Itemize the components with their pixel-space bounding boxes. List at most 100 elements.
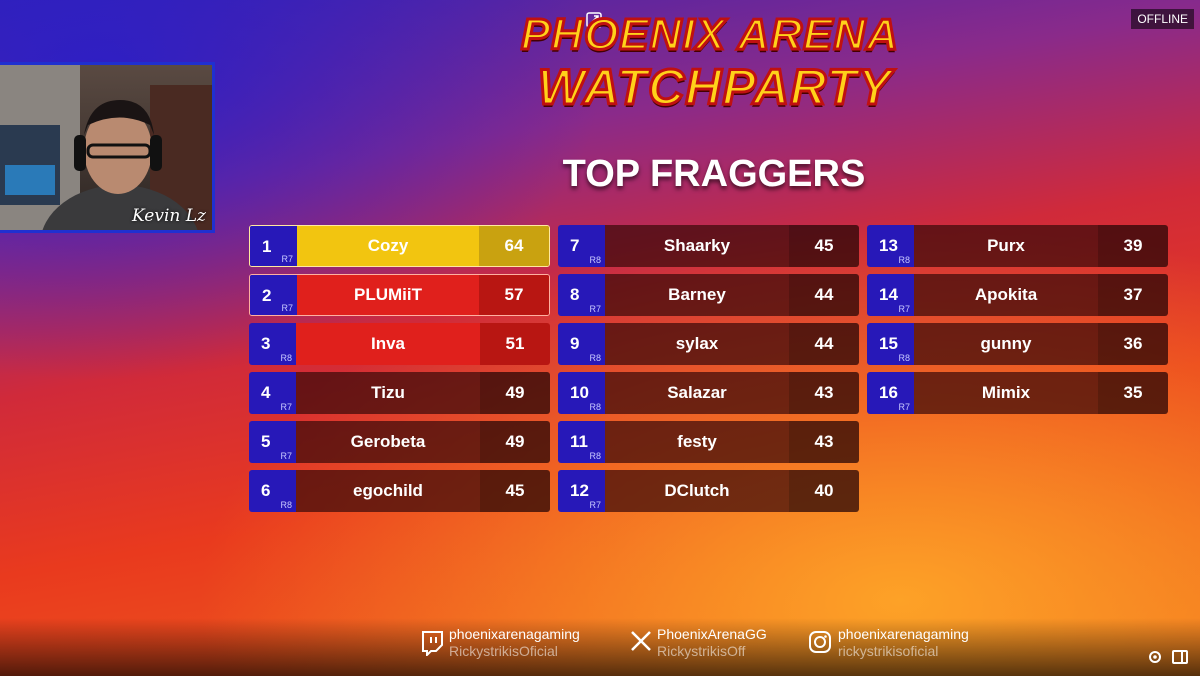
- social-handle: RickystrikisOficial: [449, 643, 558, 659]
- tier: R7: [589, 500, 601, 510]
- rank: 3: [261, 334, 271, 353]
- player-name: Purx: [914, 225, 1098, 267]
- rank: 5: [261, 432, 271, 451]
- popout-icon[interactable]: [586, 12, 602, 28]
- player-name: Gerobeta: [296, 421, 480, 463]
- rank: 16: [879, 383, 898, 402]
- leaderboard-row: 16 R7 Mimix 35: [867, 372, 1168, 414]
- player-score: 49: [480, 372, 550, 414]
- player-score: 57: [479, 275, 549, 315]
- player-score: 51: [480, 323, 550, 365]
- tier: R7: [280, 451, 292, 461]
- rank-cell: 11 R8: [558, 421, 605, 463]
- leaderboard-row: 2 R7 PLUMiiT 57: [249, 274, 550, 316]
- leaderboard-title: TOP FRAGGERS: [562, 153, 866, 195]
- tier: R7: [280, 402, 292, 412]
- tier: R7: [589, 304, 601, 314]
- rank-cell: 8 R7: [558, 274, 605, 316]
- player-score: 45: [789, 225, 859, 267]
- player-score: 64: [479, 226, 549, 266]
- rank: 12: [570, 481, 589, 500]
- theatre-button[interactable]: [1172, 649, 1188, 665]
- rank-cell: 16 R7: [867, 372, 914, 414]
- leaderboard-row: 13 R8 Purx 39: [867, 225, 1168, 267]
- player-score: 44: [789, 274, 859, 316]
- leaderboard-row: 10 R8 Salazar 43: [558, 372, 859, 414]
- player-score: 45: [480, 470, 550, 512]
- tier: R8: [898, 353, 910, 363]
- instagram-icon: [809, 631, 831, 653]
- webcam-image: [0, 65, 212, 230]
- rank-cell: 3 R8: [249, 323, 296, 365]
- social-handle: phoenixarenagaming: [449, 626, 580, 642]
- rank-cell: 10 R8: [558, 372, 605, 414]
- leaderboard-row: 14 R7 Apokita 37: [867, 274, 1168, 316]
- player-score: 43: [789, 421, 859, 463]
- x-icon: [631, 631, 651, 651]
- rank: 2: [262, 286, 272, 305]
- leaderboard-row: 7 R8 Shaarky 45: [558, 225, 859, 267]
- rank: 9: [570, 334, 580, 353]
- player-name: egochild: [296, 470, 480, 512]
- tier: R8: [589, 451, 601, 461]
- leaderboard-row: 11 R8 festy 43: [558, 421, 859, 463]
- player-name: PLUMiiT: [297, 275, 479, 315]
- player-score: 43: [789, 372, 859, 414]
- leaderboard-row: 3 R8 Inva 51: [249, 323, 550, 365]
- player-score: 37: [1098, 274, 1168, 316]
- player-score: 40: [789, 470, 859, 512]
- rank-cell: 15 R8: [867, 323, 914, 365]
- player-name: Cozy: [297, 226, 479, 266]
- tier: R8: [589, 402, 601, 412]
- leaderboard-row: 6 R8 egochild 45: [249, 470, 550, 512]
- leaderboard-row: 4 R7 Tizu 49: [249, 372, 550, 414]
- leaderboard-row: 1 R7 Cozy 64: [249, 225, 550, 267]
- player-score: 39: [1098, 225, 1168, 267]
- rank-cell: 13 R8: [867, 225, 914, 267]
- footer-bar: [0, 618, 1200, 676]
- status-badge: OFFLINE: [1131, 9, 1194, 29]
- tier: R7: [281, 303, 293, 313]
- rank: 11: [570, 432, 588, 451]
- rank: 4: [261, 383, 271, 402]
- player-name: gunny: [914, 323, 1098, 365]
- tier: R8: [589, 255, 601, 265]
- rank-cell: 1 R7: [250, 226, 297, 266]
- rank-cell: 6 R8: [249, 470, 296, 512]
- player-name: Barney: [605, 274, 789, 316]
- player-name: DClutch: [605, 470, 789, 512]
- tier: R8: [898, 255, 910, 265]
- player-name: sylax: [605, 323, 789, 365]
- tier: R7: [898, 304, 910, 314]
- player-name: festy: [605, 421, 789, 463]
- leaderboard-row: 12 R7 DClutch 40: [558, 470, 859, 512]
- player-name: Shaarky: [605, 225, 789, 267]
- rank: 13: [879, 236, 898, 255]
- settings-button[interactable]: [1147, 649, 1163, 665]
- tier: R7: [281, 254, 293, 264]
- webcam: Kevin Lz: [0, 62, 215, 233]
- player-score: 44: [789, 323, 859, 365]
- tier: R8: [280, 500, 292, 510]
- webcam-name: Kevin Lz: [132, 206, 206, 226]
- rank: 15: [879, 334, 898, 353]
- rank-cell: 9 R8: [558, 323, 605, 365]
- player-score: 35: [1098, 372, 1168, 414]
- social-handle: phoenixarenagaming: [838, 626, 969, 642]
- rank: 6: [261, 481, 271, 500]
- leaderboard-row: 8 R7 Barney 44: [558, 274, 859, 316]
- player-score: 36: [1098, 323, 1168, 365]
- social: phoenixarenagaming rickystrikisoficial: [838, 626, 969, 660]
- social-handle: rickystrikisoficial: [838, 643, 939, 659]
- rank-cell: 14 R7: [867, 274, 914, 316]
- rank-cell: 4 R7: [249, 372, 296, 414]
- tier: R7: [898, 402, 910, 412]
- rank: 14: [879, 285, 898, 304]
- social-handle: PhoenixArenaGG: [657, 626, 767, 642]
- rank: 1: [262, 237, 272, 256]
- rank-cell: 5 R7: [249, 421, 296, 463]
- title-line: PHOENIX ARENA: [519, 9, 900, 61]
- rank: 8: [570, 285, 580, 304]
